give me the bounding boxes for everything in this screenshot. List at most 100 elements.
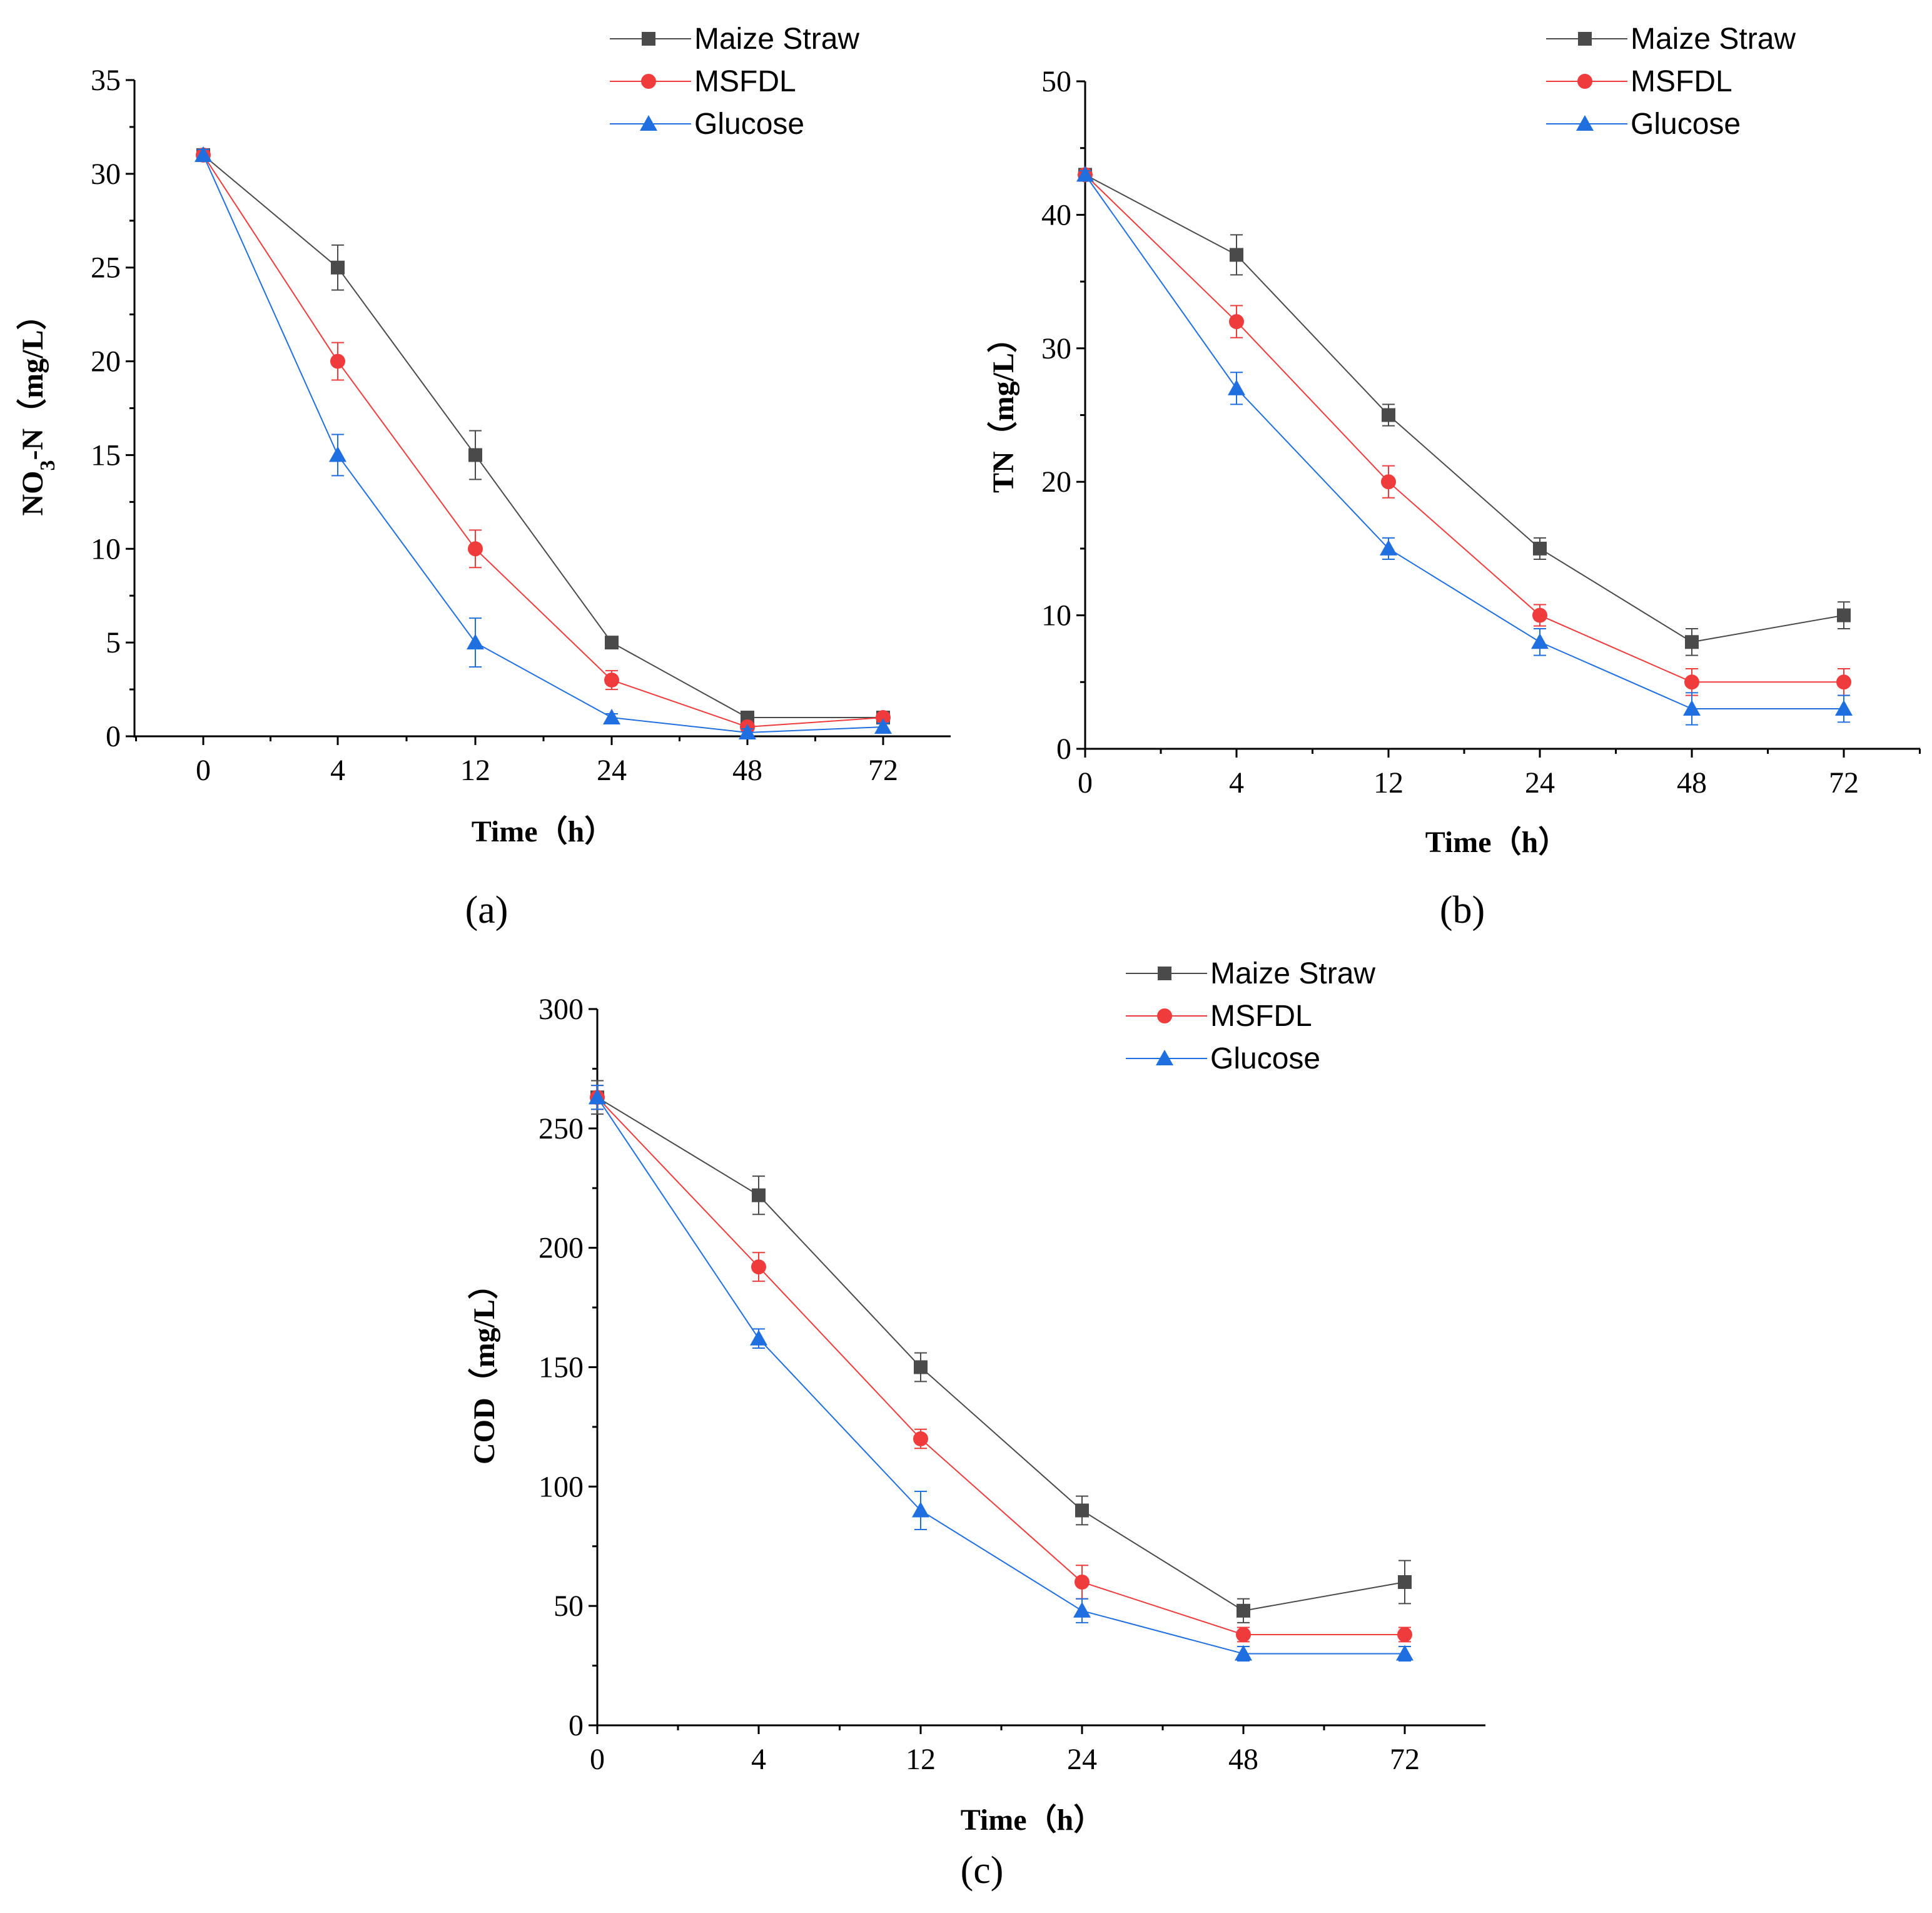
data-point — [1073, 1601, 1091, 1618]
data-point — [1684, 674, 1699, 690]
data-point — [1228, 379, 1245, 395]
data-point — [1835, 699, 1853, 716]
x-tick-label: 48 — [1228, 1743, 1258, 1776]
series-maize — [196, 148, 890, 725]
data-point — [1075, 1503, 1089, 1518]
x-tick-label: 72 — [868, 754, 898, 787]
data-point — [750, 1329, 767, 1346]
series-msfdl — [590, 1085, 1412, 1643]
x-axis-title: Time（h） — [1425, 826, 1568, 859]
data-point — [874, 718, 892, 734]
data-point — [751, 1259, 766, 1275]
data-point — [739, 724, 756, 740]
legend-marker — [1156, 1050, 1173, 1065]
y-tick-label: 200 — [539, 1232, 584, 1265]
panel-label: (a) — [465, 889, 508, 931]
x-tick-label: 4 — [1229, 766, 1244, 799]
series-glucose — [195, 146, 892, 740]
legend-marker — [1158, 967, 1171, 980]
y-tick-label: 35 — [91, 64, 121, 97]
legend: Maize Straw MSFDL Glucose — [1546, 23, 1796, 141]
data-point — [1229, 314, 1244, 330]
chart-panel-a: 0 5 10 15 20 25 30 35 0 4 12 24 48 72 Maize Straw MSFDL… — [16, 23, 951, 931]
data-point — [589, 1088, 606, 1105]
data-point — [1382, 408, 1395, 422]
y-tick-label: 25 — [91, 251, 121, 285]
data-point — [1235, 1645, 1252, 1661]
y-tick-label: 150 — [539, 1351, 584, 1384]
data-point — [605, 636, 619, 650]
x-tick-label: 12 — [1373, 766, 1403, 799]
series-line — [203, 155, 883, 719]
x-tick-label: 4 — [751, 1743, 766, 1776]
y-axis-title: COD（mg/L） — [468, 1269, 501, 1464]
legend-label: MSFDL — [1210, 1000, 1312, 1033]
legend-label: MSFDL — [694, 65, 796, 98]
y-tick-label: 50 — [554, 1590, 584, 1623]
series-maize — [590, 1080, 1412, 1623]
y-axis-title: TN（mg/L） — [987, 323, 1020, 493]
y-tick-label: 30 — [1041, 332, 1071, 365]
y-tick-label: 0 — [1056, 733, 1071, 766]
data-point — [1533, 541, 1547, 556]
data-point — [1398, 1575, 1412, 1589]
data-point — [330, 353, 345, 369]
data-point — [1381, 474, 1396, 490]
data-point — [1396, 1645, 1414, 1661]
legend-label: Maize Straw — [1631, 23, 1796, 56]
legend-label: Glucose — [1210, 1042, 1320, 1075]
data-point — [1230, 248, 1243, 262]
panel-label: (b) — [1440, 889, 1485, 931]
data-point — [1236, 1626, 1251, 1642]
x-tick-label: 24 — [1067, 1743, 1097, 1776]
x-tick-label: 72 — [1829, 766, 1859, 799]
y-tick-label: 10 — [1041, 599, 1071, 632]
y-tick-label: 20 — [91, 345, 121, 378]
series-line — [597, 1097, 1405, 1655]
series-line — [203, 155, 884, 734]
legend-marker — [1576, 115, 1594, 131]
legend-marker — [1577, 74, 1592, 89]
x-axis-title: Time（h） — [961, 1804, 1103, 1837]
data-point — [468, 541, 483, 557]
data-point — [1683, 699, 1701, 716]
series-line — [597, 1097, 1405, 1611]
x-tick-label: 48 — [1677, 766, 1707, 799]
y-tick-label: 50 — [1041, 65, 1071, 98]
x-tick-label: 24 — [597, 754, 627, 787]
x-tick-label: 0 — [590, 1743, 605, 1776]
x-tick-label: 12 — [906, 1743, 936, 1776]
series-maize — [1078, 168, 1851, 656]
x-tick-label: 12 — [460, 754, 490, 787]
legend: Maize Straw MSFDL Glucose — [1126, 957, 1375, 1075]
data-point — [329, 446, 346, 462]
panel-label: (c) — [961, 1849, 1004, 1892]
data-point — [468, 448, 482, 462]
data-point — [752, 1188, 766, 1202]
y-tick-label: 10 — [91, 532, 121, 566]
data-point — [1685, 635, 1699, 649]
y-tick-label: 0 — [106, 720, 121, 753]
data-point — [1397, 1626, 1412, 1642]
legend-label: MSFDL — [1631, 65, 1732, 98]
x-tick-label: 0 — [196, 754, 211, 787]
data-point — [1237, 1603, 1250, 1618]
data-point — [913, 1431, 928, 1446]
y-axis-title: NO3-N（mg/L） — [16, 300, 59, 516]
data-point — [1836, 674, 1851, 690]
legend: Maize Straw MSFDL Glucose — [610, 23, 859, 141]
data-point — [914, 1360, 928, 1374]
y-tick-label: 40 — [1041, 198, 1071, 231]
y-tick-label: 20 — [1041, 465, 1071, 499]
data-point — [1837, 608, 1851, 622]
series-line — [1085, 174, 1844, 643]
series-line — [1085, 174, 1844, 709]
legend-marker — [641, 74, 656, 89]
series-line — [1085, 174, 1844, 683]
series-line — [597, 1097, 1405, 1635]
data-point — [467, 634, 484, 650]
data-point — [1075, 1575, 1090, 1590]
data-point — [1531, 633, 1549, 649]
legend-marker — [640, 115, 657, 131]
